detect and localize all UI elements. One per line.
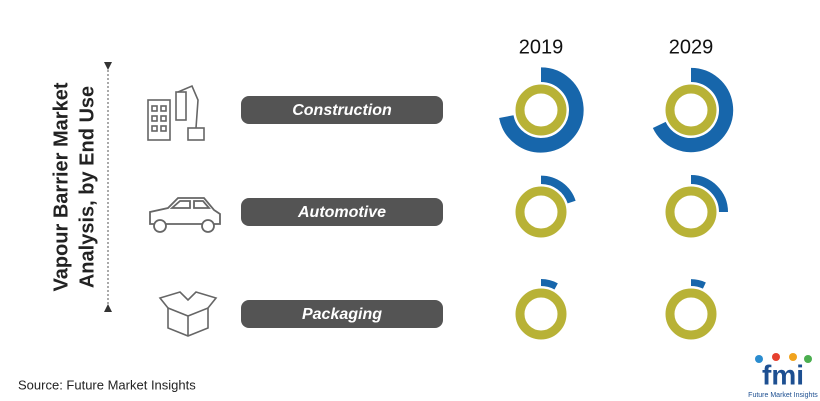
ring <box>665 186 717 238</box>
category-label: Construction <box>292 102 392 119</box>
ring <box>515 186 567 238</box>
category-pill <box>241 96 443 124</box>
share-arc <box>540 279 558 290</box>
logo-mark: fmi <box>762 359 804 390</box>
share-arc <box>652 67 734 153</box>
ring <box>665 288 717 340</box>
box-icon <box>158 291 218 337</box>
category-pill <box>241 300 443 328</box>
category-label: Packaging <box>302 306 382 323</box>
share-arc <box>499 67 584 153</box>
share-arc <box>690 175 728 213</box>
source: Source: Future Market Insights <box>18 377 196 392</box>
arrow <box>104 62 112 70</box>
construction-icon <box>147 84 205 141</box>
year-label: 2029 <box>669 36 714 58</box>
share-arc <box>540 175 576 204</box>
year-label: 2019 <box>519 36 564 58</box>
logo-name: Future Market Insights <box>748 392 818 399</box>
category-label: Automotive <box>297 204 386 221</box>
title-line: Vapour Barrier Market <box>50 82 72 291</box>
arrow <box>104 304 112 312</box>
category-pill <box>241 198 443 226</box>
car-icon <box>149 197 221 233</box>
ring <box>665 84 717 136</box>
ring <box>515 288 567 340</box>
share-arc <box>690 279 706 289</box>
logo: fmi Future Market Insights <box>748 353 818 399</box>
title-line: Analysis, by End Use <box>76 86 98 288</box>
ring <box>515 84 567 136</box>
title: Vapour Barrier Market Analysis, by End U… <box>50 82 98 291</box>
